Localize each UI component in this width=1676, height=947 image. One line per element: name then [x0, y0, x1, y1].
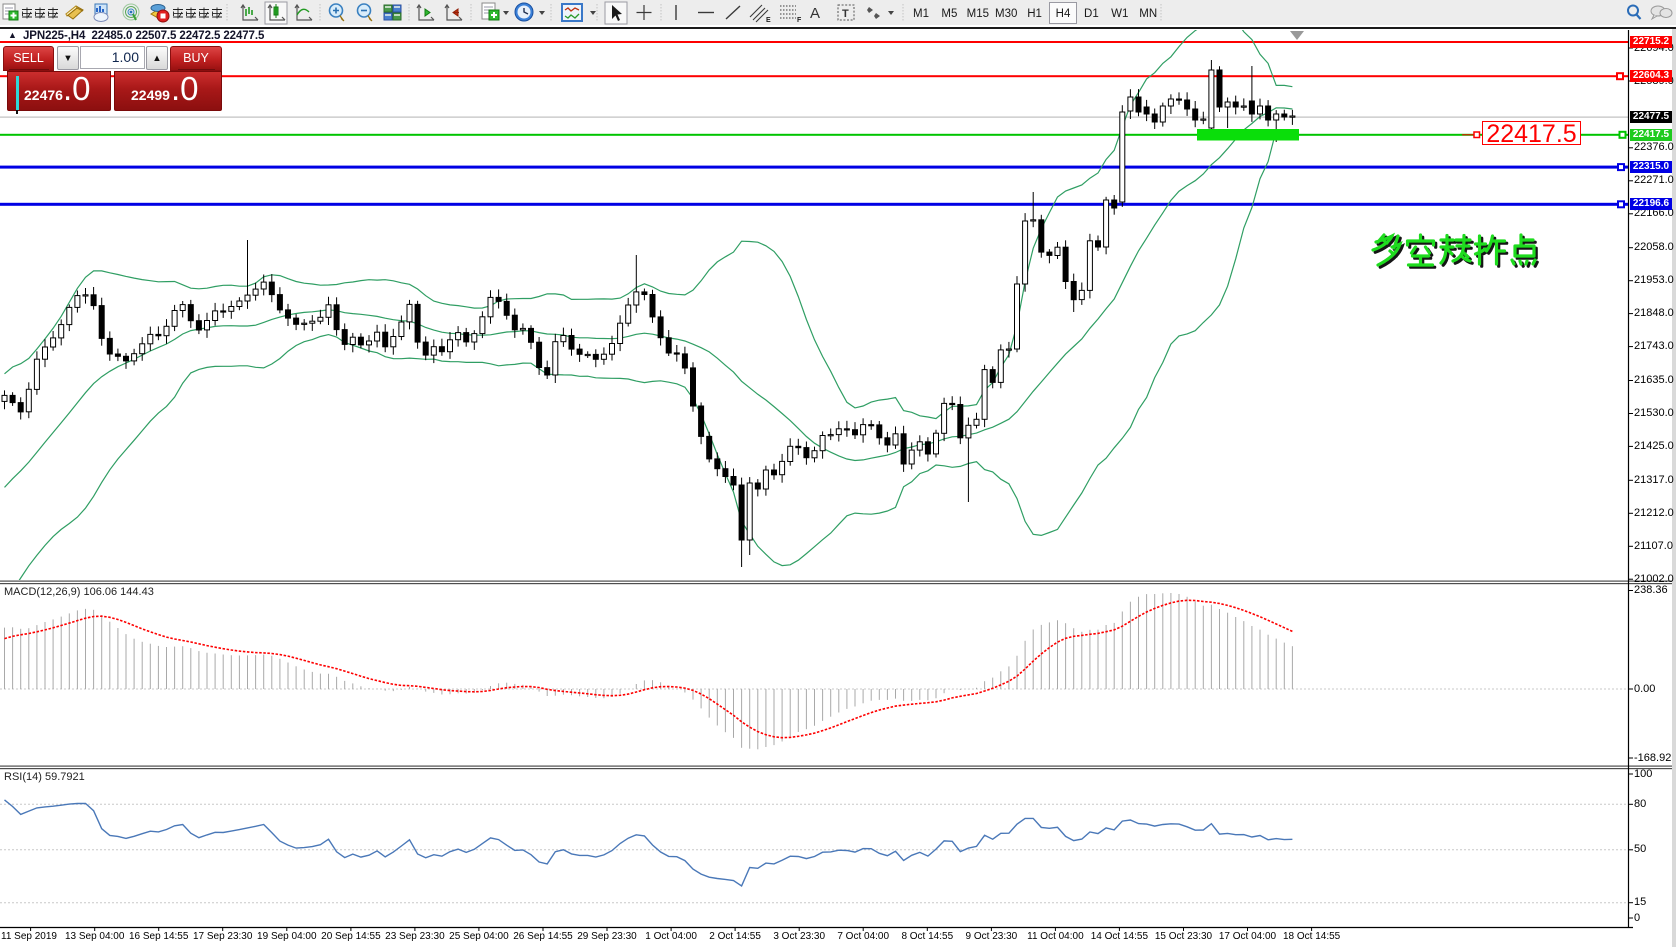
svg-text:MN: MN [1139, 8, 1157, 20]
svg-text:E: E [766, 17, 771, 24]
svg-text:M15: M15 [967, 8, 989, 20]
svg-text:T: T [842, 8, 849, 20]
svg-text:M1: M1 [913, 8, 929, 20]
svg-text:F: F [797, 17, 802, 24]
svg-text:D1: D1 [1084, 8, 1099, 20]
svg-text:M5: M5 [941, 8, 957, 20]
svg-text:M30: M30 [995, 8, 1017, 20]
svg-text:A: A [810, 5, 820, 22]
svg-text:H4: H4 [1056, 8, 1071, 20]
svg-text:H1: H1 [1027, 8, 1042, 20]
svg-text:W1: W1 [1111, 8, 1128, 20]
